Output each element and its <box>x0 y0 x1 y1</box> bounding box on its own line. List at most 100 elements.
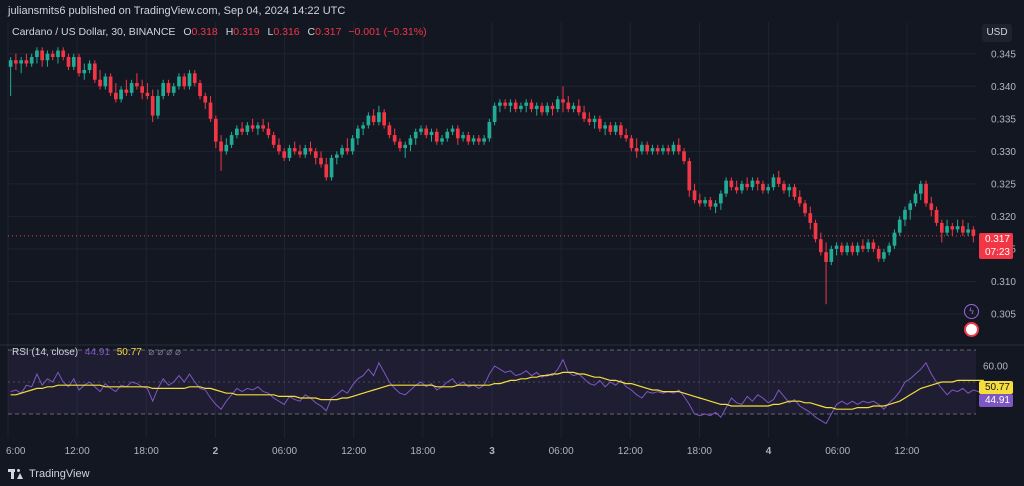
candle-up <box>787 187 792 191</box>
candle-up <box>908 203 913 210</box>
candle-down <box>850 245 855 253</box>
rsi-value-tag: 44.91 <box>979 394 1013 407</box>
candle-down <box>477 138 481 142</box>
candle-up <box>103 76 108 87</box>
candle-down <box>382 112 386 126</box>
time-tick-label: 12:00 <box>341 446 366 457</box>
time-tick-label: 6:00 <box>6 446 26 457</box>
candle-down <box>697 200 702 204</box>
candle-down <box>192 73 197 84</box>
lightning-icon[interactable]: ϟ <box>964 304 979 319</box>
high-value: 0.319 <box>233 26 260 38</box>
candle-down <box>114 92 118 100</box>
us-flag-icon[interactable] <box>964 322 979 337</box>
candle-up <box>177 76 181 87</box>
candle-down <box>561 99 565 103</box>
candle-down <box>645 144 650 152</box>
candle-up <box>603 125 607 129</box>
candle-down <box>424 128 429 136</box>
last-price-tag: 0.317 07:23 <box>979 233 1013 259</box>
candle-up <box>766 187 771 191</box>
price-tick-label: 0.305 <box>991 309 1016 320</box>
candle-down <box>582 112 586 119</box>
candle-down <box>503 102 507 106</box>
candle-up <box>897 219 902 233</box>
candle-up <box>161 83 166 97</box>
rsi-ma-tag: 50.77 <box>979 381 1013 394</box>
candle-up <box>740 183 744 191</box>
candle-up <box>913 193 918 204</box>
candle-down <box>950 226 955 230</box>
candle-down <box>824 252 828 262</box>
candle-up <box>613 125 618 132</box>
time-tick-label: 18:00 <box>134 446 159 457</box>
candle-down <box>792 187 797 197</box>
candle-down <box>761 183 765 191</box>
symbol-legend[interactable]: Cardano / US Dollar, 30, BINANCE O0.318 … <box>12 26 427 38</box>
candle-down <box>24 60 29 64</box>
candle-down <box>434 131 439 142</box>
candle-down <box>124 89 129 93</box>
rsi-line <box>10 358 985 425</box>
candle-down <box>466 135 471 142</box>
candle-down <box>261 125 265 129</box>
candle-down <box>755 180 760 184</box>
candle-down <box>624 135 628 139</box>
candle-up <box>487 122 492 139</box>
candle-up <box>445 131 450 139</box>
candle-down <box>40 50 45 61</box>
candle-up <box>329 157 334 178</box>
candle-up <box>87 63 92 71</box>
currency-button[interactable]: USD <box>982 24 1012 42</box>
candle-down <box>818 239 823 253</box>
candle-up <box>524 102 529 106</box>
candle-down <box>61 50 66 58</box>
price-tick-label: 0.330 <box>991 147 1016 158</box>
candle-down <box>576 105 581 113</box>
candle-up <box>882 252 886 259</box>
symbol-name[interactable]: Cardano / US Dollar, 30, BINANCE <box>12 26 176 38</box>
candle-down <box>734 187 739 191</box>
candle-down <box>934 209 939 223</box>
candle-up <box>19 60 23 64</box>
candle-down <box>634 148 639 152</box>
time-tick-label: 12:00 <box>618 446 643 457</box>
time-tick-label: 06:00 <box>272 446 297 457</box>
candle-down <box>66 57 71 67</box>
close-value: 0.317 <box>315 26 342 38</box>
candle-up <box>866 242 870 249</box>
open-label: O <box>183 26 192 38</box>
candle-up <box>498 102 502 106</box>
candle-down <box>540 105 544 113</box>
candle-up <box>440 138 444 142</box>
candle-down <box>513 102 518 110</box>
candle-up <box>482 138 486 142</box>
candle-up <box>224 144 229 152</box>
candle-up <box>534 105 539 110</box>
rsi-settings-icons[interactable]: ⌀ ⌀ ⌀ ⌀ <box>148 347 181 358</box>
candle-up <box>377 112 381 123</box>
candle-up <box>245 125 250 132</box>
candle-down <box>939 222 944 233</box>
candle-down <box>77 57 81 74</box>
candle-up <box>156 96 160 116</box>
candle-down <box>371 115 376 123</box>
candle-up <box>119 89 123 100</box>
candle-down <box>587 118 592 123</box>
candle-down <box>776 177 781 184</box>
price-tick-label: 0.320 <box>991 212 1016 223</box>
candle-up <box>719 193 723 204</box>
last-price-value: 0.317 <box>984 234 1010 245</box>
time-tick-label: 4 <box>766 446 772 457</box>
candle-up <box>366 115 371 126</box>
rsi-background <box>8 349 976 415</box>
rsi-legend[interactable]: RSI (14, close) 44.91 50.77 ⌀ ⌀ ⌀ ⌀ <box>12 347 181 358</box>
candle-down <box>655 148 660 152</box>
candle-up <box>771 177 776 188</box>
candle-down <box>608 125 613 132</box>
low-label: L <box>267 26 274 38</box>
price-tick-label: 0.310 <box>991 277 1016 288</box>
rsi-label[interactable]: RSI (14, close) <box>12 347 79 358</box>
candle-up <box>334 154 339 158</box>
